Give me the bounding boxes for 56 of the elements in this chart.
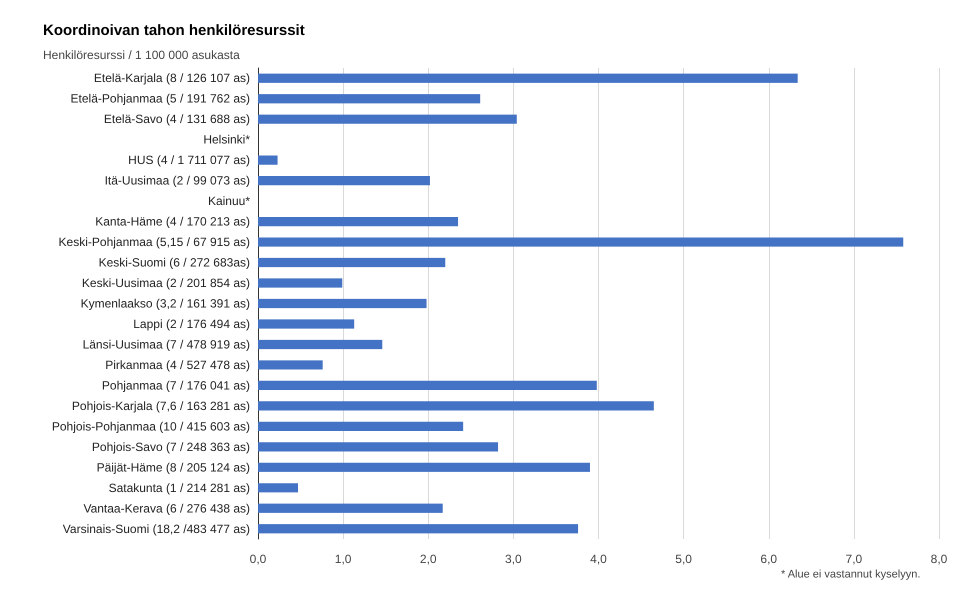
bar — [258, 94, 480, 104]
bar — [258, 442, 498, 452]
bar — [258, 524, 578, 534]
bar — [258, 360, 323, 370]
x-tick-label: 4,0 — [590, 552, 608, 566]
y-tick-label: Keski-Pohjanmaa (5,15 / 67 915 as) — [58, 235, 250, 250]
bar — [258, 483, 298, 492]
y-tick-label: Etelä-Savo (4 / 131 688 as) — [104, 112, 250, 126]
y-tick-label: HUS (4 / 1 711 077 as) — [128, 153, 250, 168]
y-tick-label: Varsinais-Suomi (18,2 /483 477 as) — [62, 522, 250, 536]
x-tick-label: 7,0 — [846, 552, 863, 566]
y-tick-label: Kymenlaakso (3,2 / 161 391 as) — [80, 296, 250, 310]
y-tick-label: Satakunta (1 / 214 281 as) — [108, 480, 250, 495]
x-tick-label: 6,0 — [760, 552, 778, 566]
x-tick-label: 0,0 — [250, 552, 267, 566]
x-tick-label: 2,0 — [420, 552, 437, 566]
y-tick-label: Etelä-Pohjanmaa (5 / 191 762 as) — [70, 92, 250, 106]
y-tick-label: Vantaa-Kerava (6 / 276 438 as) — [83, 501, 250, 516]
y-tick-label: Lappi (2 / 176 494 as) — [133, 316, 250, 331]
text: Henkilöresurssi / 1 100 000 asukasta — [43, 48, 240, 62]
bar — [258, 340, 382, 350]
y-tick-label: Keski-Suomi (6 / 272 683as) — [98, 256, 250, 270]
bar — [258, 401, 654, 410]
y-tick-label: Pohjois-Savo (7 / 248 363 as) — [92, 440, 250, 454]
bar — [258, 237, 904, 247]
x-tick-label: 3,0 — [505, 552, 522, 566]
chart-title: Koordinoivan tahon henkilöresurssit — [43, 22, 305, 39]
bar — [258, 504, 443, 513]
bar — [258, 298, 427, 308]
bar — [258, 319, 354, 329]
y-tick-label: Keski-Uusimaa (2 / 201 854 as) — [82, 276, 250, 290]
y-tick-label: Pohjanmaa (7 / 176 041 as) — [102, 378, 250, 392]
y-tick-label: Helsinki* — [203, 132, 250, 147]
x-tick-label: 5,0 — [675, 552, 692, 566]
bar — [258, 258, 446, 268]
y-tick-label: Etelä-Karjala (8 / 126 107 as) — [94, 71, 250, 86]
x-tick-label: 1,0 — [334, 552, 352, 566]
bar — [258, 176, 430, 186]
y-tick-label: Kainuu* — [208, 194, 250, 208]
y-tick-label: Länsi-Uusimaa (7 / 478 919 as) — [82, 337, 250, 352]
y-tick-label: Pirkanmaa (4 / 527 478 as) — [105, 358, 250, 372]
y-tick-label: Kanta-Häme (4 / 170 213 as) — [95, 214, 250, 229]
y-tick-label: Pohjois-Karjala (7,6 / 163 281 as) — [72, 398, 250, 413]
text: * Alue ei vastannut kyselyyn. — [780, 568, 920, 580]
bar — [258, 380, 597, 390]
bar — [258, 114, 517, 124]
bar — [258, 156, 278, 165]
y-tick-label: Itä-Uusimaa (2 / 99 073 as) — [104, 174, 250, 188]
bar — [258, 278, 342, 288]
bar — [258, 462, 590, 472]
x-tick-label: 8,0 — [930, 552, 948, 566]
bar — [258, 74, 798, 83]
bar — [258, 422, 464, 431]
bar — [258, 216, 458, 226]
y-tick-label: Pohjois-Pohjanmaa (10 / 415 603 as) — [52, 419, 250, 434]
y-tick-label: Päijät-Häme (8 / 205 124 as) — [96, 460, 250, 474]
